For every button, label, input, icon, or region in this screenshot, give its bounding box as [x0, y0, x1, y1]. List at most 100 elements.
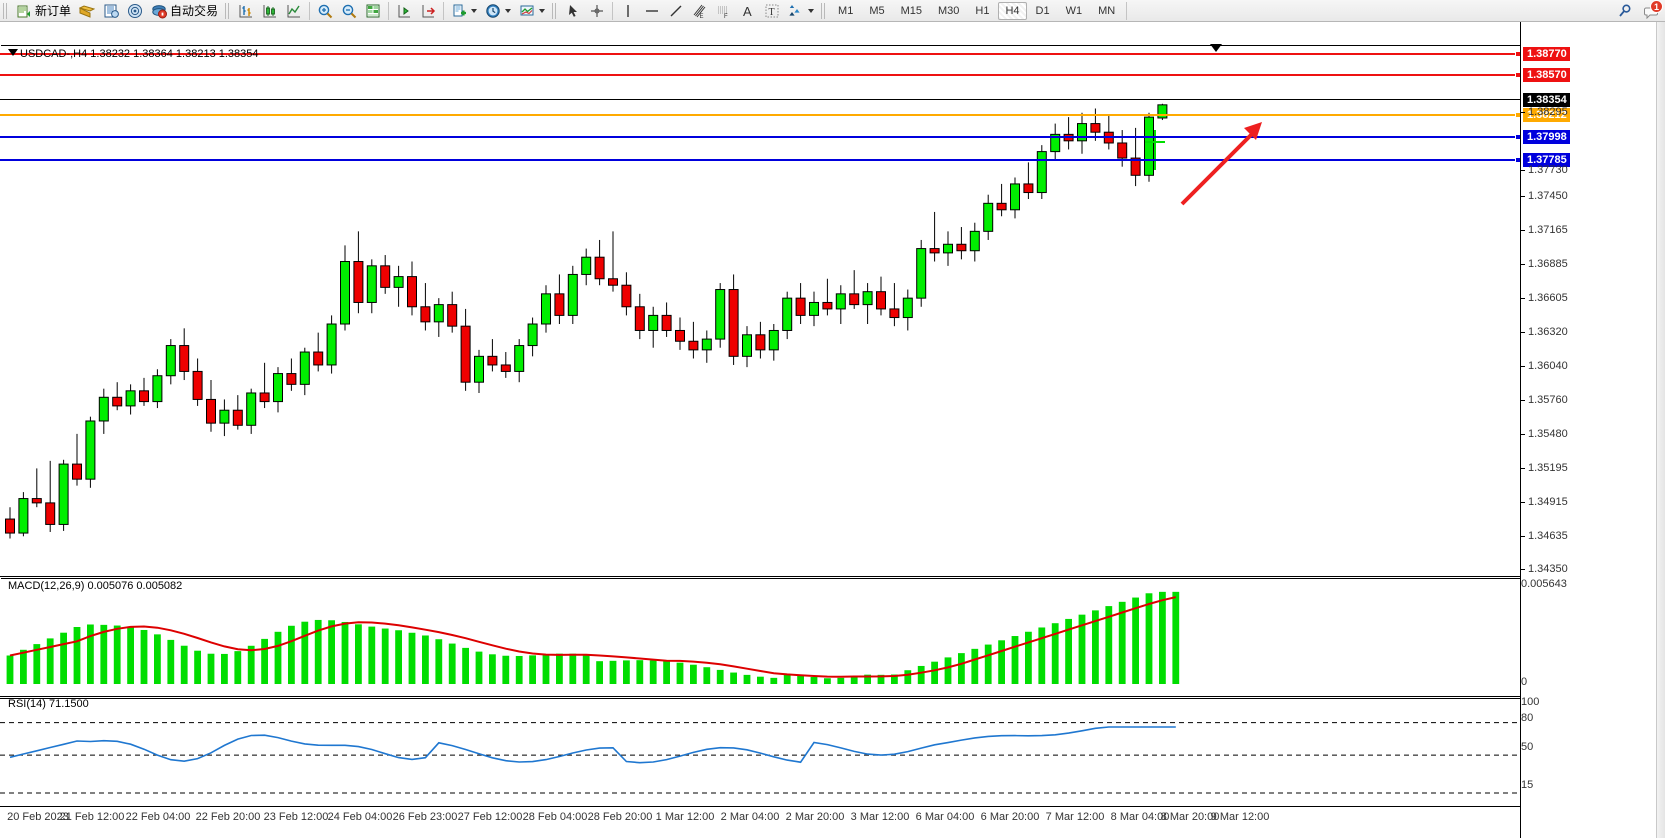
x-tick-label: 3 Mar 12:00 [850, 811, 910, 823]
macd-tick-label: 0 [1521, 676, 1528, 688]
take-profit-upper-label[interactable]: 1.38770 [1523, 47, 1570, 61]
vertical-line-tool[interactable] [616, 1, 640, 21]
templates-button[interactable] [447, 1, 481, 21]
cursor-tool[interactable] [561, 1, 585, 21]
periodicity-button[interactable] [481, 1, 515, 21]
zoom-out-button[interactable] [337, 1, 361, 21]
profile-button[interactable] [75, 1, 99, 21]
toolbar-separator-2 [388, 1, 390, 20]
stop-line[interactable] [0, 157, 1521, 163]
timeframe-m30[interactable]: M30 [938, 4, 960, 17]
data-window-button[interactable] [361, 1, 385, 21]
timeframe-d1[interactable]: D1 [1035, 4, 1050, 17]
price-axis[interactable]: 1.38770 1.38570 1.38354 1.38212 1.37998 … [1520, 22, 1665, 838]
toolbar-grip-3[interactable] [552, 2, 559, 19]
crosshair-tool[interactable] [585, 1, 609, 21]
y-tick-label: 1.36040 [1528, 360, 1568, 372]
toolbar-grip[interactable] [3, 2, 9, 19]
line-chart-button[interactable] [282, 1, 306, 21]
market-watch-button[interactable] [99, 1, 123, 21]
search-icon[interactable] [1617, 3, 1633, 19]
timeframe-h1[interactable]: H1 [975, 4, 990, 17]
svg-text:F: F [724, 14, 728, 19]
chart-plot-wrapper[interactable]: USDCAD-,H4 1.38232 1.38364 1.38213 1.383… [0, 22, 1521, 838]
toolbar-grip-2[interactable] [225, 2, 232, 19]
equidistant-channel-icon: E [692, 3, 708, 20]
bar-chart-button[interactable] [234, 1, 258, 21]
take-profit-line[interactable] [0, 72, 1521, 78]
fibonacci-tool[interactable]: F [712, 1, 736, 21]
toolbar-grip-4[interactable] [821, 2, 828, 19]
x-tick-label: 22 Feb 04:00 [125, 811, 191, 823]
stop-upper-label[interactable]: 1.37998 [1523, 130, 1570, 144]
y-tick-label: 1.36320 [1528, 326, 1568, 338]
new-order-button[interactable]: 新订单 [12, 1, 75, 21]
timeframe-h4[interactable]: H4 [998, 1, 1027, 20]
macd-svg [6, 591, 1180, 684]
rsi-tick: 15 [1521, 779, 1533, 791]
zoom-out-icon [341, 3, 357, 19]
x-tick-label: 2 Mar 04:00 [720, 811, 780, 823]
y-tick: 1.35195 [1521, 462, 1568, 474]
take-profit-label[interactable]: 1.38570 [1523, 68, 1570, 82]
equidistant-channel-tool[interactable]: E [688, 1, 712, 21]
chart-scroll-marker[interactable] [1210, 44, 1222, 52]
x-tick-label: 8 Mar 04:00 [1110, 811, 1170, 823]
toolbar-separator-1 [309, 1, 311, 20]
notifications-icon[interactable]: 1 [1643, 0, 1663, 20]
entry-price-label[interactable]: 1.38212 [1523, 108, 1570, 122]
rsi-tick: 50 [1521, 741, 1533, 753]
entry-price-line[interactable] [0, 112, 1521, 118]
auto-scroll-button[interactable] [416, 1, 440, 21]
timeframe-m1[interactable]: M1 [838, 4, 854, 17]
line-chart-icon [286, 3, 302, 19]
rsi-tick-label: 50 [1521, 741, 1534, 753]
vertical-line-icon [620, 3, 636, 19]
y-tick-label: 1.34350 [1528, 563, 1568, 575]
stop-upper-line[interactable] [0, 134, 1521, 140]
chart-area[interactable]: USDCAD-,H4 1.38232 1.38364 1.38213 1.383… [0, 22, 1665, 838]
y-tick: 1.37450 [1521, 190, 1568, 202]
trendline-tool[interactable] [664, 1, 688, 21]
x-tick-label: 6 Mar 20:00 [980, 811, 1040, 823]
text-label-icon: T [764, 3, 780, 19]
y-tick-label: 1.36605 [1528, 292, 1568, 304]
x-tick-label: 2 Mar 20:00 [785, 811, 845, 823]
current-price-label: 1.38354 [1523, 93, 1570, 107]
shapes-icon [788, 3, 804, 19]
indicators-button[interactable] [515, 1, 549, 21]
timeframe-mn[interactable]: MN [1098, 4, 1116, 17]
zoom-in-button[interactable] [313, 1, 337, 21]
candlestick-chart-button[interactable] [258, 1, 282, 21]
y-tick: 1.37165 [1521, 224, 1568, 236]
y-tick: 1.35760 [1521, 394, 1568, 406]
crosshair-icon [589, 3, 605, 19]
price-candles-svg [5, 103, 1168, 539]
x-tick-label: 23 Feb 12:00 [263, 811, 329, 823]
timeframe-m15[interactable]: M15 [900, 4, 922, 17]
timeframe-w1[interactable]: W1 [1065, 4, 1083, 17]
autotrading-button[interactable]: 自动交易 [147, 1, 222, 21]
shapes-tool[interactable] [784, 1, 818, 21]
data-window-icon [365, 3, 381, 19]
horizontal-line-tool[interactable] [640, 1, 664, 21]
x-tick-label: 24 Feb 04:00 [327, 811, 393, 823]
macd-tick-label: 0.005643 [1521, 578, 1567, 590]
text-label-tool[interactable]: T [760, 1, 784, 21]
chart-shift-button[interactable] [392, 1, 416, 21]
toolbar-separator-4 [612, 1, 614, 20]
svg-text:A: A [743, 4, 752, 19]
signals-icon [127, 3, 143, 19]
text-tool[interactable]: A [736, 1, 760, 21]
rsi-svg [0, 722, 1520, 794]
x-tick-label: 6 Mar 04:00 [915, 811, 975, 823]
timeframe-m5[interactable]: M5 [869, 4, 885, 17]
stop-label[interactable]: 1.37785 [1523, 153, 1570, 167]
y-tick-label: 1.34635 [1528, 530, 1568, 542]
chevron-down-icon-2 [505, 8, 512, 13]
y-tick-label: 1.35480 [1528, 428, 1568, 440]
x-tick-label: 21 Feb 12:00 [59, 811, 125, 823]
x-axis[interactable]: 20 Feb 2023 21 Feb 12:00 22 Feb 04:00 22 Fe… [0, 806, 1520, 838]
signals-button[interactable] [123, 1, 147, 21]
price-panel[interactable] [1, 45, 1520, 575]
